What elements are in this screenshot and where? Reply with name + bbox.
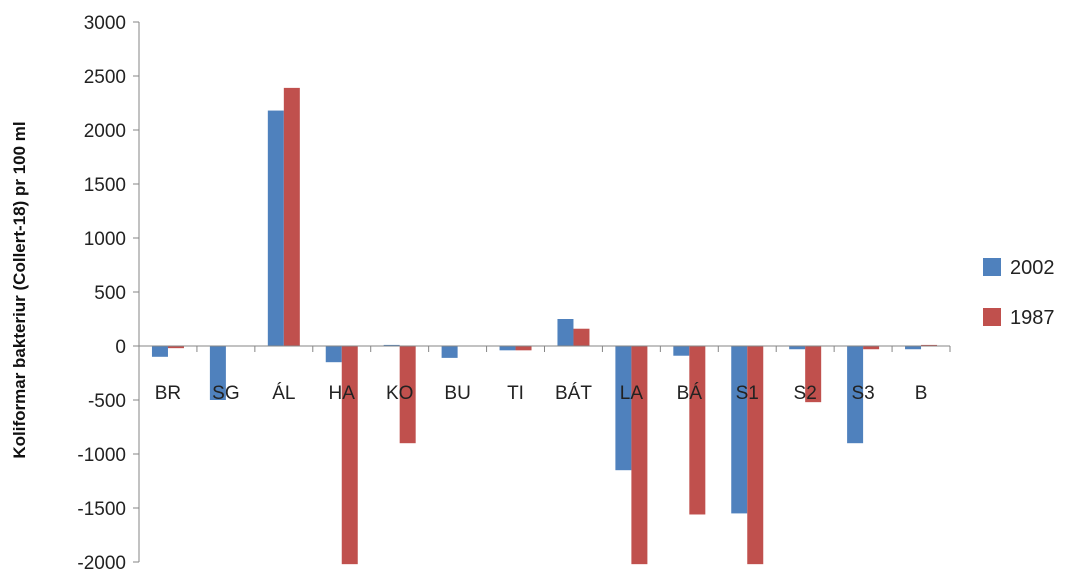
y-axis: 3000 2500 2000 1500 1000 500 0 -500 -1000 -1500 -2…: [77, 13, 140, 571]
bar-1987-BÁT: [573, 328, 590, 346]
bar-2002-S1: [731, 346, 748, 514]
bar-2002-TI: [499, 346, 516, 351]
bar-1987-KO: [399, 346, 416, 444]
y-tick-label: -500: [88, 391, 126, 412]
category-label: S3: [851, 383, 874, 404]
legend-label: 2002: [1010, 257, 1055, 279]
bar-1987-B: [921, 344, 938, 346]
y-tick-label: 2500: [84, 67, 126, 88]
bar-2002-HA: [325, 346, 342, 363]
category-label: SG: [212, 383, 239, 404]
y-tick-label: 1000: [84, 229, 126, 250]
legend-swatch: [983, 258, 1001, 276]
legend-swatch: [983, 308, 1001, 326]
category-label: S2: [794, 383, 817, 404]
bar-2002-BU: [441, 346, 458, 358]
bar-1987-S3: [863, 346, 880, 350]
y-tick-label: -1500: [77, 499, 126, 520]
category-label: BÁ: [677, 383, 703, 404]
bar-2002-ÁL: [267, 110, 284, 346]
x-axis: [138, 345, 951, 352]
y-tick-label: 1500: [84, 175, 126, 196]
bar-2002-BÁ: [673, 346, 690, 356]
y-axis-title: Koliformar bakteriur (Collert-18) pr 100…: [10, 121, 29, 458]
bar-2002-S3: [847, 346, 864, 444]
category-label: S1: [736, 383, 759, 404]
bars: [151, 87, 938, 565]
category-label: BÁT: [555, 383, 592, 404]
bar-2002-KO: [383, 344, 400, 346]
category-label: ÁL: [272, 383, 295, 404]
y-tick-label: -2000: [77, 553, 126, 571]
y-tick-label: 2000: [84, 121, 126, 142]
category-label: BR: [155, 383, 181, 404]
bar-2002-SG: [209, 346, 226, 400]
category-label: BU: [444, 383, 470, 404]
bar-1987-HA: [341, 346, 358, 565]
bar-1987-TI: [515, 346, 532, 351]
y-tick-label: 3000: [84, 13, 126, 34]
y-tick-label: -1000: [77, 445, 126, 466]
category-label: HA: [329, 383, 356, 404]
category-labels: BR SG ÁL HA KO BU TI BÁT LA BÁ S1 S2 S3 B: [155, 383, 928, 404]
bar-2002-B: [905, 346, 922, 350]
category-label: KO: [386, 383, 413, 404]
legend-label: 1987: [1010, 307, 1055, 329]
y-tick-label: 500: [94, 283, 126, 304]
bar-1987-BR: [167, 346, 184, 349]
category-label: TI: [507, 383, 524, 404]
bar-2002-LA: [615, 346, 632, 471]
bar-1987-S2: [805, 346, 822, 403]
y-tick-label: 0: [115, 337, 126, 358]
bar-1987-LA: [631, 346, 648, 565]
bar-1987-S1: [747, 346, 764, 565]
bar-2002-BR: [151, 346, 168, 357]
legend: 2002 1987: [983, 257, 1055, 329]
bar-1987-BÁ: [689, 346, 706, 515]
category-label: LA: [620, 383, 644, 404]
bar-2002-BÁT: [557, 319, 574, 346]
category-label: B: [915, 383, 928, 404]
bar-1987-ÁL: [283, 87, 300, 346]
bar-2002-S2: [789, 346, 806, 350]
